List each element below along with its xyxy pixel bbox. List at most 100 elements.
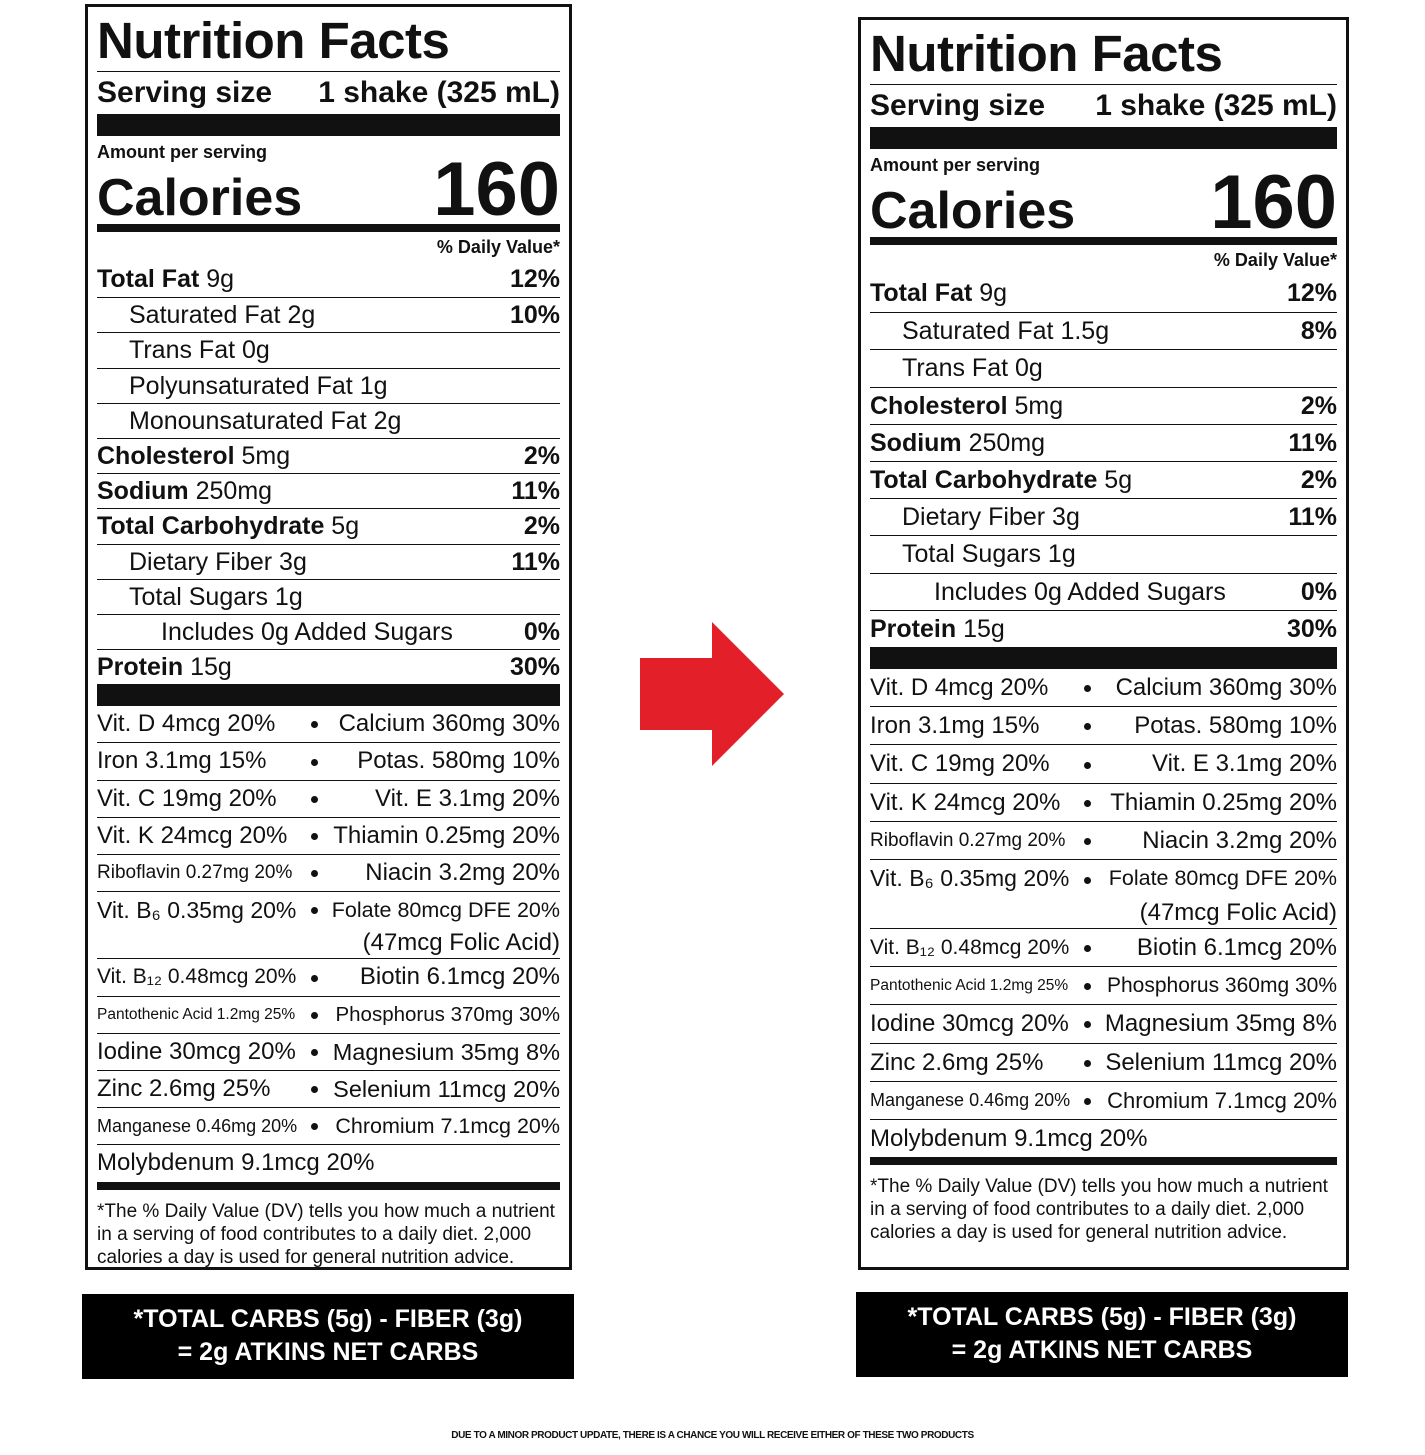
- vitamin-row: Vit. B₆ 0.35mg 20% Folate 80mcg DFE 20% (4…: [870, 859, 1337, 927]
- bullet-dot: [311, 758, 318, 766]
- vitamin: Potas. 580mg 10%: [1134, 712, 1337, 740]
- vitamin: Potas. 580mg 10%: [357, 747, 560, 775]
- nutrient-name: Dietary Fiber: [902, 503, 1046, 532]
- bullet-dot: [310, 907, 318, 915]
- vitamin-row: Iodine 30mcg 20% Magnesium 35mg 8%: [870, 1004, 1337, 1042]
- nutrient-row: Cholesterol 5mg 2%: [870, 386, 1337, 424]
- vitamin-note: (47mcg Folic Acid): [1139, 898, 1337, 926]
- vitamin: Niacin 3.2mg 20%: [1142, 827, 1337, 855]
- daily-value: 2%: [523, 512, 560, 541]
- vitamin: Thiamin 0.25mg 20%: [1110, 788, 1337, 816]
- calories-label: Calories: [870, 182, 1076, 240]
- daily-value: 12%: [1286, 279, 1337, 307]
- vitamin: Vit. E 3.1mg 20%: [1152, 750, 1337, 778]
- nutrient-name: Sodium: [870, 428, 962, 457]
- vitamin: Thiamin 0.25mg 20%: [333, 821, 560, 849]
- vitamin: Folate 80mcg DFE 20%: [1108, 866, 1337, 891]
- vitamin: Selenium 11mcg 20%: [1105, 1048, 1337, 1076]
- nutrient: Trans Fat 0g: [870, 350, 1043, 386]
- vitamin-row: Vit. K 24mcg 20% Thiamin 0.25mg 20%: [870, 782, 1337, 821]
- nutrient: Includes 0g Added Sugars: [97, 615, 453, 649]
- nutrient: Dietary Fiber 3g: [97, 545, 307, 579]
- bullet-dot: [311, 721, 318, 729]
- bullet-dot: [311, 1086, 318, 1094]
- nutrient-name: Includes 0g Added Sugars: [934, 577, 1226, 606]
- vitamin-row: Manganese 0.46mg 20% Chromium 7.1mcg 20%: [97, 1107, 560, 1144]
- vitamin-right: Vit. E 3.1mg 20%: [332, 781, 560, 817]
- vitamin: Biotin 6.1mcg 20%: [359, 963, 560, 991]
- serving-size: Serving size 1 shake (325 mL): [97, 72, 560, 114]
- vitamin-row: Molybdenum 9.1mcg 20%: [97, 1144, 560, 1181]
- vitamin: Niacin 3.2mg 20%: [365, 859, 560, 887]
- rule: [870, 1157, 1337, 1166]
- vitamin-right: Phosphorus 360mg 30%: [1105, 967, 1337, 1004]
- vitamin: Chromium 7.1mcg 20%: [1107, 1087, 1337, 1113]
- daily-value: 30%: [509, 653, 560, 682]
- vitamin: Pantothenic Acid 1.2mg 25%: [870, 976, 1069, 994]
- nutrient-name: Cholesterol: [97, 441, 235, 470]
- bullet: [1070, 745, 1105, 782]
- nutrient: Polyunsaturated Fat 1g: [97, 369, 388, 403]
- daily-value: 30%: [1286, 614, 1337, 643]
- bullet-dot: [1084, 685, 1091, 693]
- calories-value: 160: [1210, 160, 1337, 245]
- bullet: [297, 1071, 332, 1107]
- calories-value: 160: [433, 147, 560, 232]
- dv-header: % Daily Value*: [436, 237, 560, 257]
- vitamin-right: Potas. 580mg 10%: [332, 743, 560, 779]
- footnote-line: calories a day is used for general nutri…: [97, 1246, 515, 1268]
- nutrient-row: Total Carbohydrate 5g 2%: [870, 460, 1337, 498]
- vitamin-right: Calcium 360mg 30%: [1105, 669, 1337, 706]
- vitamin: Biotin 6.1mcg 20%: [1136, 933, 1337, 961]
- bullet-dot: [1084, 1098, 1091, 1105]
- nutrient-row: Polyunsaturated Fat 1g: [97, 367, 560, 403]
- vitamin-right: Phosphorus 370mg 30%: [332, 997, 560, 1033]
- serving-label: Serving size: [870, 89, 1046, 122]
- nutrient: Total Fat 9g: [97, 262, 234, 297]
- daily-value: 11%: [511, 477, 560, 506]
- vitamin-right: Chromium 7.1mcg 20%: [1105, 1082, 1337, 1119]
- nutrient-name: Protein: [97, 653, 184, 682]
- vitamin-row: Riboflavin 0.27mg 20% Niacin 3.2mg 20%: [97, 854, 560, 891]
- nutrient-row: Saturated Fat 2g 10%: [97, 297, 560, 332]
- vitamin: Riboflavin 0.27mg 20%: [97, 862, 293, 884]
- footnote-line: in a serving of food contributes to a da…: [870, 1199, 1305, 1221]
- nutrient-name: Total Sugars: [129, 582, 268, 611]
- bullet-dot: [311, 1123, 318, 1131]
- nutrient-amount: 3g: [1052, 503, 1080, 532]
- vitamin: Vit. B₁₂ 0.48mcg 20%: [870, 935, 1070, 959]
- calories: Calories 160: [870, 165, 1337, 241]
- nutrient-row: Protein 15g 30%: [97, 649, 560, 684]
- nutrient-row: Total Carbohydrate 5g 2%: [97, 508, 560, 543]
- nutrient-name: Monounsaturated Fat: [129, 406, 367, 435]
- footnote-line: *The % Daily Value (DV) tells you how mu…: [97, 1200, 555, 1222]
- bullet-dot: [1084, 761, 1091, 769]
- vitamin-row: Vit. C 19mg 20% Vit. E 3.1mg 20%: [870, 744, 1337, 782]
- nutrient-name: Sodium: [97, 477, 189, 506]
- vitamin-right: Thiamin 0.25mg 20%: [1105, 784, 1337, 821]
- rule: [97, 224, 560, 232]
- vitamin: Iodine 30mcg 20%: [870, 1010, 1069, 1038]
- vitamin: Zinc 2.6mg 25%: [97, 1075, 271, 1103]
- nutrient: Cholesterol 5mg: [97, 439, 290, 473]
- nutrient-row: Includes 0g Added Sugars 0%: [870, 572, 1337, 610]
- nutrient: Total Carbohydrate 5g: [870, 462, 1132, 498]
- bullet: [297, 892, 332, 958]
- vitamin-right: Biotin 6.1mcg 20%: [1105, 929, 1337, 966]
- bullet: [1070, 822, 1105, 859]
- nutrient-row: Protein 15g 30%: [870, 609, 1337, 647]
- bullet: [1070, 1005, 1105, 1042]
- nutrient-row: Total Sugars 1g: [97, 578, 560, 614]
- net-carbs-box: *TOTAL CARBS (5g) - FIBER (3g) = 2g ATKIN…: [82, 1294, 574, 1379]
- vitamin: Zinc 2.6mg 25%: [870, 1048, 1044, 1076]
- nutrient-amount: 5g: [331, 512, 360, 541]
- vitamin-right: Niacin 3.2mg 20%: [1105, 822, 1337, 859]
- vitamin: Vit. B₆ 0.35mg 20%: [870, 865, 1070, 892]
- nutrient-row: Monounsaturated Fat 2g: [97, 402, 560, 438]
- vitamin: Riboflavin 0.27mg 20%: [870, 830, 1066, 852]
- amount-label: Amount per serving: [870, 155, 1041, 175]
- bullet-dot: [1084, 944, 1091, 952]
- label-title: Nutrition Facts: [870, 24, 1337, 85]
- vitamin-right: Chromium 7.1mcg 20%: [332, 1108, 560, 1144]
